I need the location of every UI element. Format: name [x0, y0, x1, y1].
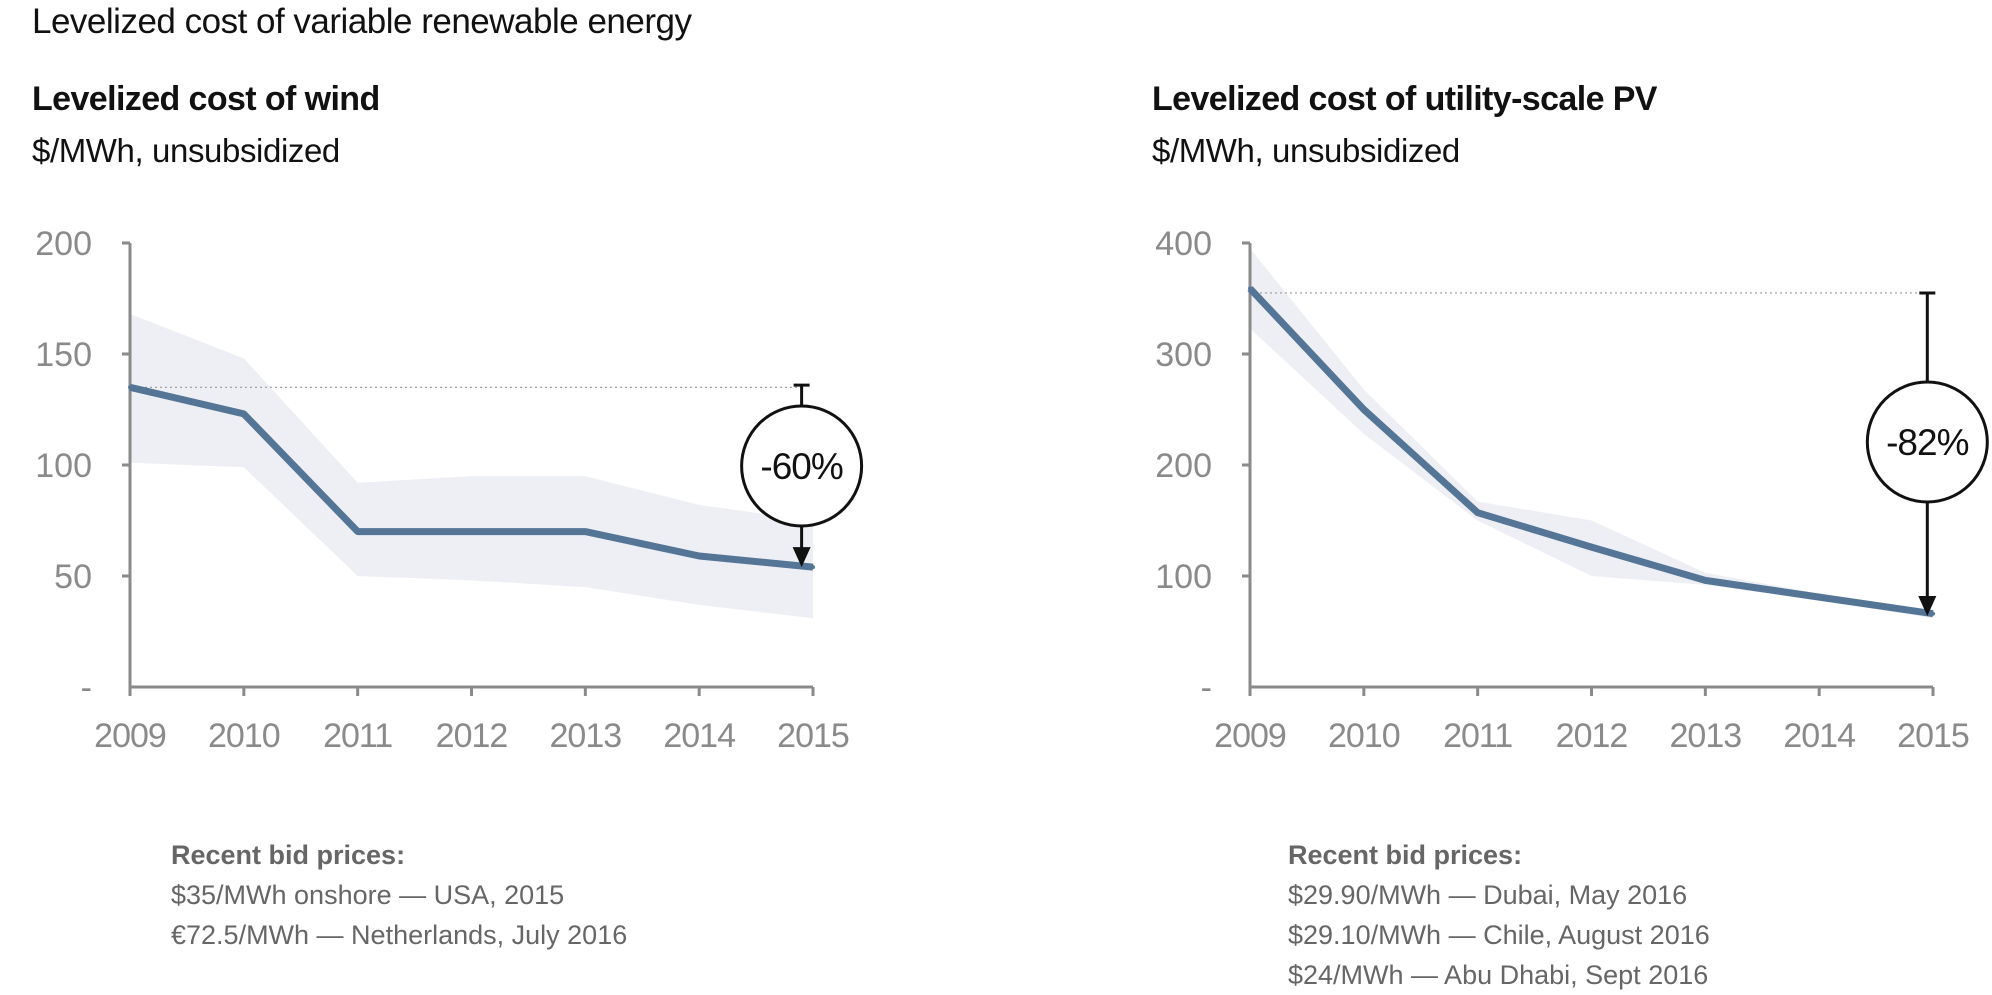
- annotation-label: -82%: [1886, 422, 1968, 463]
- y-tick-label: 400: [1155, 225, 1212, 263]
- annotation-arrowhead: [1918, 595, 1937, 616]
- bid-price-item: €72.5/MWh — Netherlands, July 2016: [171, 920, 628, 950]
- data-point: [1248, 286, 1252, 291]
- annotation-arrowhead: [792, 547, 811, 568]
- data-point: [1361, 407, 1366, 412]
- x-tick-label: 2015: [1897, 717, 1969, 755]
- x-tick-label: 2012: [1556, 717, 1628, 755]
- x-tick-label: 2015: [777, 717, 849, 755]
- chart-subtitle: $/MWh, unsubsidized: [1152, 132, 1460, 169]
- chart-subtitle: $/MWh, unsubsidized: [32, 132, 340, 169]
- page-title: Levelized cost of variable renewable ene…: [32, 2, 692, 41]
- bid-price-item: $35/MWh onshore — USA, 2015: [171, 880, 565, 910]
- annotation-circle: [1865, 380, 1989, 504]
- y-tick-label: 200: [1155, 447, 1212, 485]
- x-tick-label: 2014: [663, 717, 735, 755]
- x-tick-label: 2013: [1670, 717, 1742, 755]
- y-tick-label: -: [1201, 669, 1212, 707]
- x-tick-label: 2012: [436, 717, 508, 755]
- x-tick-label: 2010: [208, 717, 280, 755]
- x-tick-label: 2014: [1783, 717, 1855, 755]
- y-tick-label: 150: [35, 336, 92, 374]
- y-tick-label: 200: [35, 225, 92, 263]
- annotation-label: -60%: [760, 446, 842, 487]
- data-point: [1931, 611, 1935, 616]
- bid-prices-box: Recent bid prices: $35/MWh onshore — USA…: [171, 835, 627, 955]
- bid-price-item: $29.10/MWh — Chile, August 2016: [1288, 920, 1710, 950]
- bid-price-item: $24/MWh — Abu Dhabi, Sept 2016: [1288, 960, 1709, 990]
- data-point: [1817, 595, 1822, 600]
- bid-prices-box: Recent bid prices: $29.90/MWh — Dubai, M…: [1288, 835, 1710, 995]
- x-tick-label: 2011: [1443, 717, 1512, 755]
- x-tick-label: 2009: [1214, 717, 1286, 755]
- data-point: [697, 554, 702, 559]
- y-tick-label: 300: [1155, 336, 1212, 374]
- pv-chart: - 100 200 300 400 2009 2010 2011 2012 2013 2014 201…: [1155, 225, 1989, 755]
- uncertainty-band: [130, 314, 813, 619]
- data-point: [241, 411, 246, 416]
- x-tick-label: 2011: [323, 717, 392, 755]
- x-tick-label: 2010: [1328, 717, 1400, 755]
- wind-chart-panel: Levelized cost of wind $/MWh, unsubsidiz…: [0, 0, 940, 991]
- bid-price-item: $29.90/MWh — Dubai, May 2016: [1288, 880, 1688, 910]
- x-tick-label: 2009: [94, 717, 166, 755]
- data-point: [469, 529, 474, 534]
- bid-prices-heading: Recent bid prices:: [171, 840, 406, 870]
- chart-title: Levelized cost of utility-scale PV: [1152, 80, 1657, 118]
- annotation-circle: [740, 404, 864, 528]
- data-point: [355, 529, 360, 534]
- data-point: [583, 529, 588, 534]
- wind-chart: - 50 100 150 200 2009 2010 2011 2012 2013 2014 2015…: [35, 225, 864, 755]
- y-tick-label: 50: [54, 558, 92, 596]
- bid-prices-heading: Recent bid prices:: [1288, 840, 1523, 870]
- data-point: [1703, 578, 1708, 583]
- data-point: [811, 565, 815, 570]
- data-point: [1475, 510, 1480, 515]
- uncertainty-band: [1250, 248, 1933, 619]
- y-tick-label: 100: [1155, 558, 1212, 596]
- data-point: [1589, 545, 1594, 550]
- chart-title: Levelized cost of wind: [32, 80, 380, 118]
- x-tick-label: 2013: [550, 717, 622, 755]
- y-tick-label: 100: [35, 447, 92, 485]
- pv-chart-panel: Levelized cost of utility-scale PV $/MWh…: [1120, 0, 1992, 991]
- y-tick-label: -: [81, 669, 92, 707]
- data-point: [128, 385, 132, 390]
